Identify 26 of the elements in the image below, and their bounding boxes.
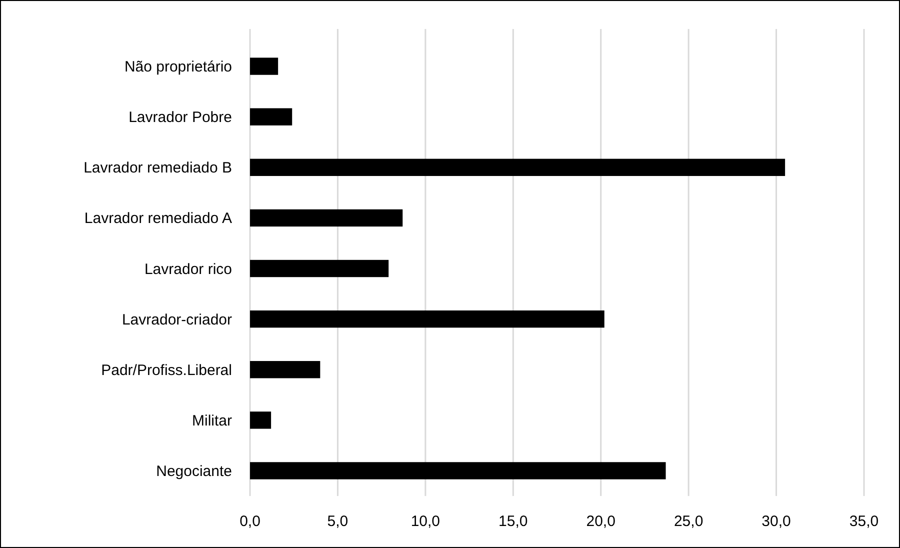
y-tick-label: Lavrador-criador [122,311,232,328]
bar [250,361,320,378]
x-tick-label: 30,0 [762,513,791,530]
bar [250,158,786,176]
x-tick-label: 35,0 [849,513,879,530]
y-tick-label: Não proprietário [124,58,232,76]
x-tick-label: 15,0 [498,513,528,530]
bar [250,310,604,328]
bar [250,209,403,227]
x-tick-label: 10,0 [410,513,440,530]
bar [250,462,666,480]
bar [250,58,278,75]
y-tick-label: Negociante [156,462,232,480]
y-tick-label: Padr/Profiss.Liberal [101,362,232,379]
y-tick-label: Lavrador rico [144,260,232,278]
x-tick-label: 0,0 [240,513,260,530]
x-tick-label: 5,0 [327,513,348,530]
x-tick-label: 25,0 [674,513,704,530]
y-tick-label: Militar [192,412,232,430]
y-tick-label: Lavrador remediado A [84,210,232,228]
bar [250,412,272,429]
bar [250,260,389,278]
bar [250,108,292,126]
x-tick-label: 20,0 [586,513,616,530]
y-tick-label: Lavrador Pobre [128,109,232,126]
y-tick-label: Lavrador remediado B [84,160,232,177]
